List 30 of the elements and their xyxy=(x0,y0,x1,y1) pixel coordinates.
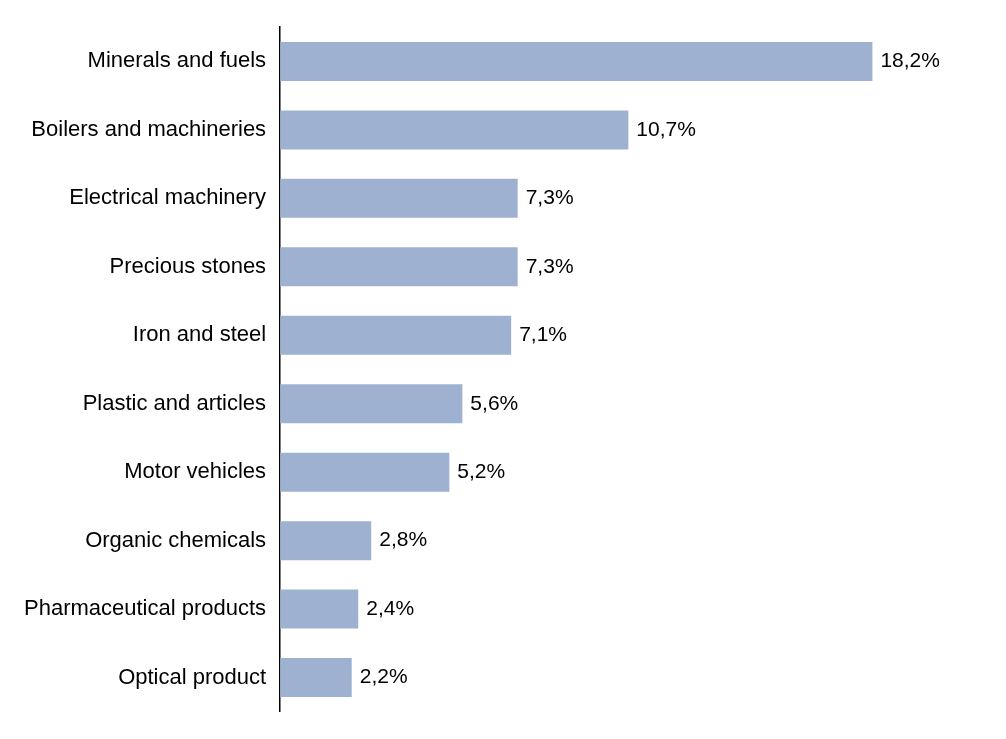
y-tick-label: Pharmaceutical products xyxy=(23,595,267,621)
y-tick-label: Boilers and machineries xyxy=(31,115,267,141)
data-label: 10,7% xyxy=(636,116,696,140)
data-label: 5,2% xyxy=(457,458,506,482)
y-tick-label: Organic chemicals xyxy=(85,526,267,552)
data-label: 7,3% xyxy=(525,185,574,209)
y-tick-label: Motor vehicles xyxy=(124,458,267,484)
y-tick-label: Iron and steel xyxy=(132,321,267,347)
y-tick-label: Electrical machinery xyxy=(69,184,267,210)
data-label: 5,6% xyxy=(470,390,519,414)
bar xyxy=(280,247,518,287)
data-label: 2,4% xyxy=(366,595,415,619)
bar xyxy=(280,452,450,492)
data-label: 18,2% xyxy=(880,48,940,72)
bar xyxy=(280,384,463,424)
y-tick-label: Optical product xyxy=(118,663,267,689)
y-tick-label: Precious stones xyxy=(109,252,267,278)
bar xyxy=(280,589,359,629)
y-tick-label: Minerals and fuels xyxy=(87,47,267,73)
data-label: 7,3% xyxy=(525,253,574,277)
bar xyxy=(280,178,518,218)
bar xyxy=(280,41,873,81)
data-label: 2,2% xyxy=(359,664,408,688)
data-label: 7,1% xyxy=(519,322,568,346)
bar xyxy=(280,110,629,150)
data-label: 2,8% xyxy=(379,527,428,551)
bar xyxy=(280,521,372,561)
bar xyxy=(280,658,352,698)
y-tick-label: Plastic and articles xyxy=(82,389,267,415)
bar xyxy=(280,315,512,355)
